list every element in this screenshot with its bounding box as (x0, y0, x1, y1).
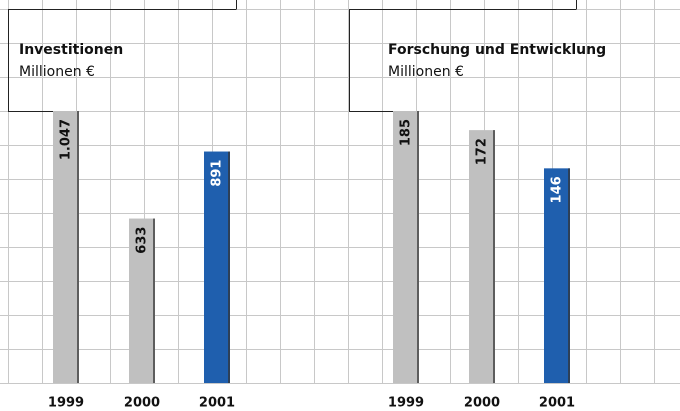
x-tick-label: 2000 (124, 396, 160, 411)
x-tick-label: 2001 (539, 396, 575, 411)
chart-title: Investitionen (19, 42, 123, 58)
chart-subtitle: Millionen € (19, 64, 95, 80)
bar-shadow (568, 168, 570, 383)
value-label: 633 (135, 227, 150, 254)
bar-shadow (417, 111, 419, 383)
bar-shadow (77, 111, 79, 383)
bar-shadow (228, 151, 230, 383)
value-label: 891 (210, 160, 225, 187)
chart-subtitle: Millionen € (388, 64, 464, 80)
chart-title: Forschung und Entwicklung (388, 42, 606, 58)
bar-shadow (153, 218, 155, 383)
x-tick-label: 2000 (464, 396, 500, 411)
x-tick-label: 1999 (388, 396, 424, 411)
bar (544, 168, 570, 383)
bar (204, 151, 230, 383)
bar (393, 111, 419, 383)
bar-shadow (493, 130, 495, 383)
title-frame (8, 0, 577, 112)
bar (469, 130, 495, 383)
value-label: 146 (550, 176, 565, 203)
value-label: 1.047 (59, 119, 74, 160)
x-tick-label: 1999 (48, 396, 84, 411)
bar (129, 218, 155, 383)
x-tick-label: 2001 (199, 396, 235, 411)
bar (53, 111, 79, 383)
value-label: 172 (475, 138, 490, 165)
value-label: 185 (399, 119, 414, 146)
